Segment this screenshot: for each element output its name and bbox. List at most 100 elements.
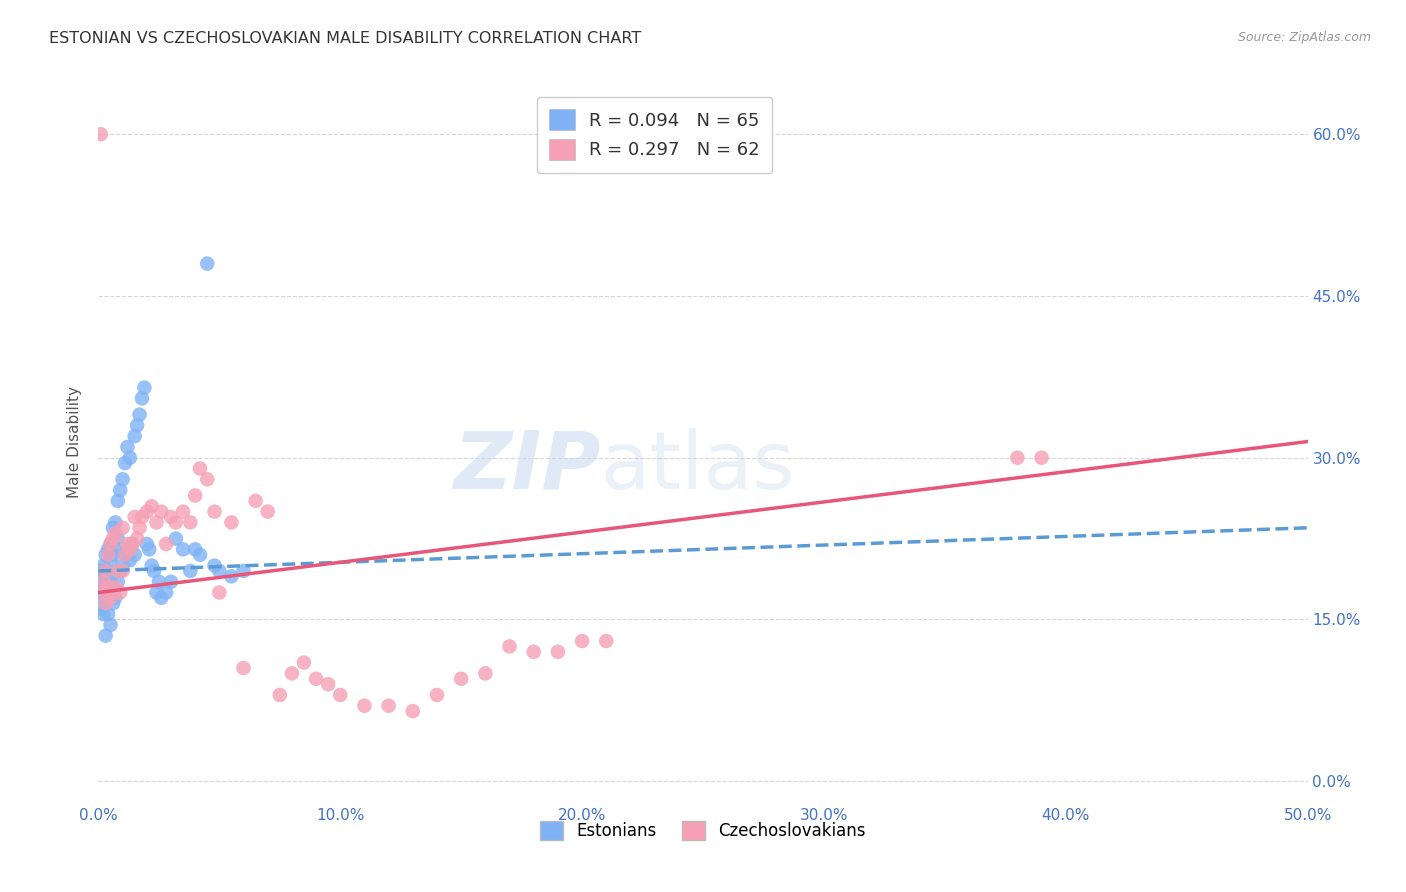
Point — [104, 591, 127, 605]
Point — [94, 580, 117, 594]
Point — [94, 596, 117, 610]
Point — [90, 574, 112, 589]
Legend: Estonians, Czechoslovakians: Estonians, Czechoslovakians — [531, 813, 875, 848]
Point — [292, 656, 315, 670]
Point — [221, 569, 243, 583]
Point — [94, 548, 117, 562]
Point — [90, 601, 112, 615]
Point — [184, 542, 207, 557]
Point — [94, 564, 117, 578]
Point — [118, 553, 141, 567]
Point — [91, 585, 114, 599]
Point — [188, 548, 211, 562]
Point — [117, 440, 139, 454]
Point — [172, 505, 194, 519]
Point — [353, 698, 375, 713]
Point — [91, 558, 114, 573]
Point — [138, 542, 160, 557]
Point — [195, 472, 218, 486]
Point — [114, 548, 136, 562]
Point — [100, 618, 122, 632]
Point — [135, 537, 157, 551]
Point — [121, 537, 143, 551]
Point — [94, 629, 117, 643]
Point — [547, 645, 569, 659]
Point — [100, 537, 122, 551]
Point — [134, 381, 156, 395]
Point — [131, 392, 153, 406]
Point — [148, 574, 170, 589]
Point — [141, 500, 163, 514]
Point — [195, 257, 218, 271]
Point — [232, 564, 254, 578]
Point — [97, 542, 120, 557]
Point — [160, 574, 183, 589]
Point — [94, 564, 117, 578]
Point — [118, 450, 141, 465]
Y-axis label: Male Disability: Male Disability — [67, 385, 83, 498]
Point — [141, 558, 163, 573]
Point — [281, 666, 304, 681]
Point — [329, 688, 352, 702]
Point — [91, 569, 114, 583]
Point — [117, 542, 139, 557]
Point — [135, 505, 157, 519]
Point — [143, 564, 166, 578]
Point — [245, 493, 267, 508]
Point — [145, 585, 167, 599]
Text: ZIP: ZIP — [453, 428, 600, 506]
Point — [104, 580, 127, 594]
Point — [91, 580, 114, 594]
Point — [450, 672, 472, 686]
Point — [402, 704, 425, 718]
Point — [204, 505, 226, 519]
Point — [208, 585, 231, 599]
Point — [100, 553, 122, 567]
Point — [127, 532, 149, 546]
Point — [571, 634, 593, 648]
Point — [208, 564, 231, 578]
Point — [100, 574, 122, 589]
Point — [184, 488, 207, 502]
Point — [1031, 450, 1053, 465]
Point — [101, 532, 124, 546]
Point — [101, 585, 124, 599]
Point — [108, 564, 131, 578]
Point — [91, 591, 114, 605]
Point — [426, 688, 449, 702]
Point — [204, 558, 226, 573]
Text: ESTONIAN VS CZECHOSLOVAKIAN MALE DISABILITY CORRELATION CHART: ESTONIAN VS CZECHOSLOVAKIAN MALE DISABIL… — [49, 31, 641, 46]
Text: atlas: atlas — [600, 428, 794, 506]
Point — [124, 429, 146, 443]
Point — [124, 510, 146, 524]
Point — [155, 537, 177, 551]
Point — [127, 418, 149, 433]
Point — [150, 591, 173, 605]
Point — [128, 408, 150, 422]
Point — [595, 634, 617, 648]
Point — [101, 596, 124, 610]
Point — [523, 645, 546, 659]
Point — [111, 521, 134, 535]
Point — [121, 537, 143, 551]
Point — [107, 532, 129, 546]
Point — [117, 537, 139, 551]
Point — [124, 548, 146, 562]
Point — [221, 516, 243, 530]
Point — [232, 661, 254, 675]
Point — [498, 640, 520, 654]
Point — [118, 542, 141, 557]
Point — [114, 456, 136, 470]
Point — [150, 505, 173, 519]
Point — [107, 564, 129, 578]
Point — [114, 548, 136, 562]
Point — [256, 505, 278, 519]
Point — [111, 558, 134, 573]
Point — [377, 698, 399, 713]
Point — [316, 677, 339, 691]
Point — [97, 548, 120, 562]
Point — [101, 548, 124, 562]
Point — [108, 483, 131, 497]
Point — [107, 493, 129, 508]
Point — [101, 521, 124, 535]
